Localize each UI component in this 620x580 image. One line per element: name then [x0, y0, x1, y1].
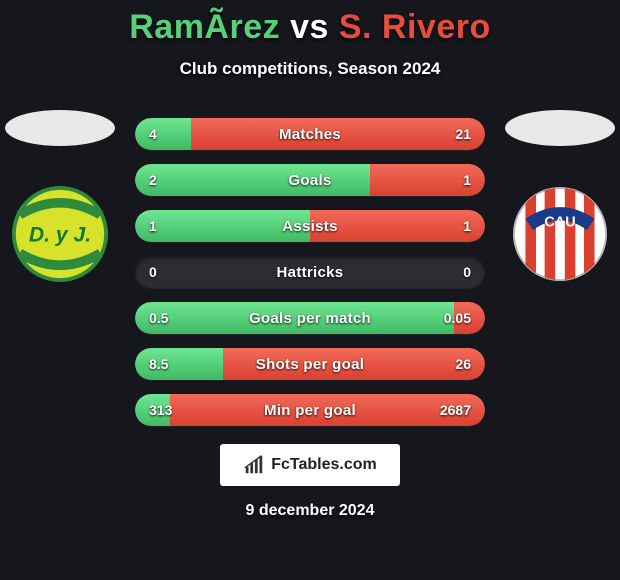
stat-value-right: 21 [455, 126, 471, 142]
stat-value-right: 0.05 [444, 310, 471, 326]
stat-value-right: 1 [463, 218, 471, 234]
fctables-logo: FcTables.com [220, 444, 400, 486]
date-text: 9 december 2024 [0, 502, 620, 520]
stat-value-right: 1 [463, 172, 471, 188]
stat-value-right: 26 [455, 356, 471, 372]
stat-row: 313Min per goal2687 [135, 394, 485, 426]
subtitle: Club competitions, Season 2024 [0, 59, 620, 79]
stat-label: Shots per goal [135, 356, 485, 373]
player2-avatar-placeholder [505, 110, 615, 146]
player2-name: S. Rivero [339, 8, 491, 46]
stat-row: 1Assists1 [135, 210, 485, 242]
stat-value-right: 2687 [440, 402, 471, 418]
svg-text:CAU: CAU [544, 214, 575, 230]
stat-row: 4Matches21 [135, 118, 485, 150]
stat-label: Assists [135, 218, 485, 235]
stat-label: Goals [135, 172, 485, 189]
stat-row: 0Hattricks0 [135, 256, 485, 288]
vs-text: vs [290, 8, 329, 46]
stat-value-right: 0 [463, 264, 471, 280]
stat-row: 8.5Shots per goal26 [135, 348, 485, 380]
chart-icon [243, 454, 265, 476]
stat-label: Matches [135, 126, 485, 143]
stat-label: Hattricks [135, 264, 485, 281]
brand-text: FcTables.com [271, 456, 377, 474]
left-player-column: D. y J. [0, 100, 120, 282]
player1-club-badge: D. y J. [12, 186, 108, 282]
stat-label: Goals per match [135, 310, 485, 327]
stat-row: 0.5Goals per match0.05 [135, 302, 485, 334]
stat-label: Min per goal [135, 402, 485, 419]
player1-avatar-placeholder [5, 110, 115, 146]
right-player-column: CAU [500, 100, 620, 282]
stats-table: 4Matches212Goals11Assists10Hattricks00.5… [135, 118, 485, 440]
comparison-title: RamÃ­rez vs S. Rivero [0, 0, 620, 47]
player1-name: RamÃ­rez [129, 8, 280, 46]
player2-club-badge: CAU [512, 186, 608, 282]
stat-row: 2Goals1 [135, 164, 485, 196]
svg-text:D. y J.: D. y J. [29, 224, 91, 247]
